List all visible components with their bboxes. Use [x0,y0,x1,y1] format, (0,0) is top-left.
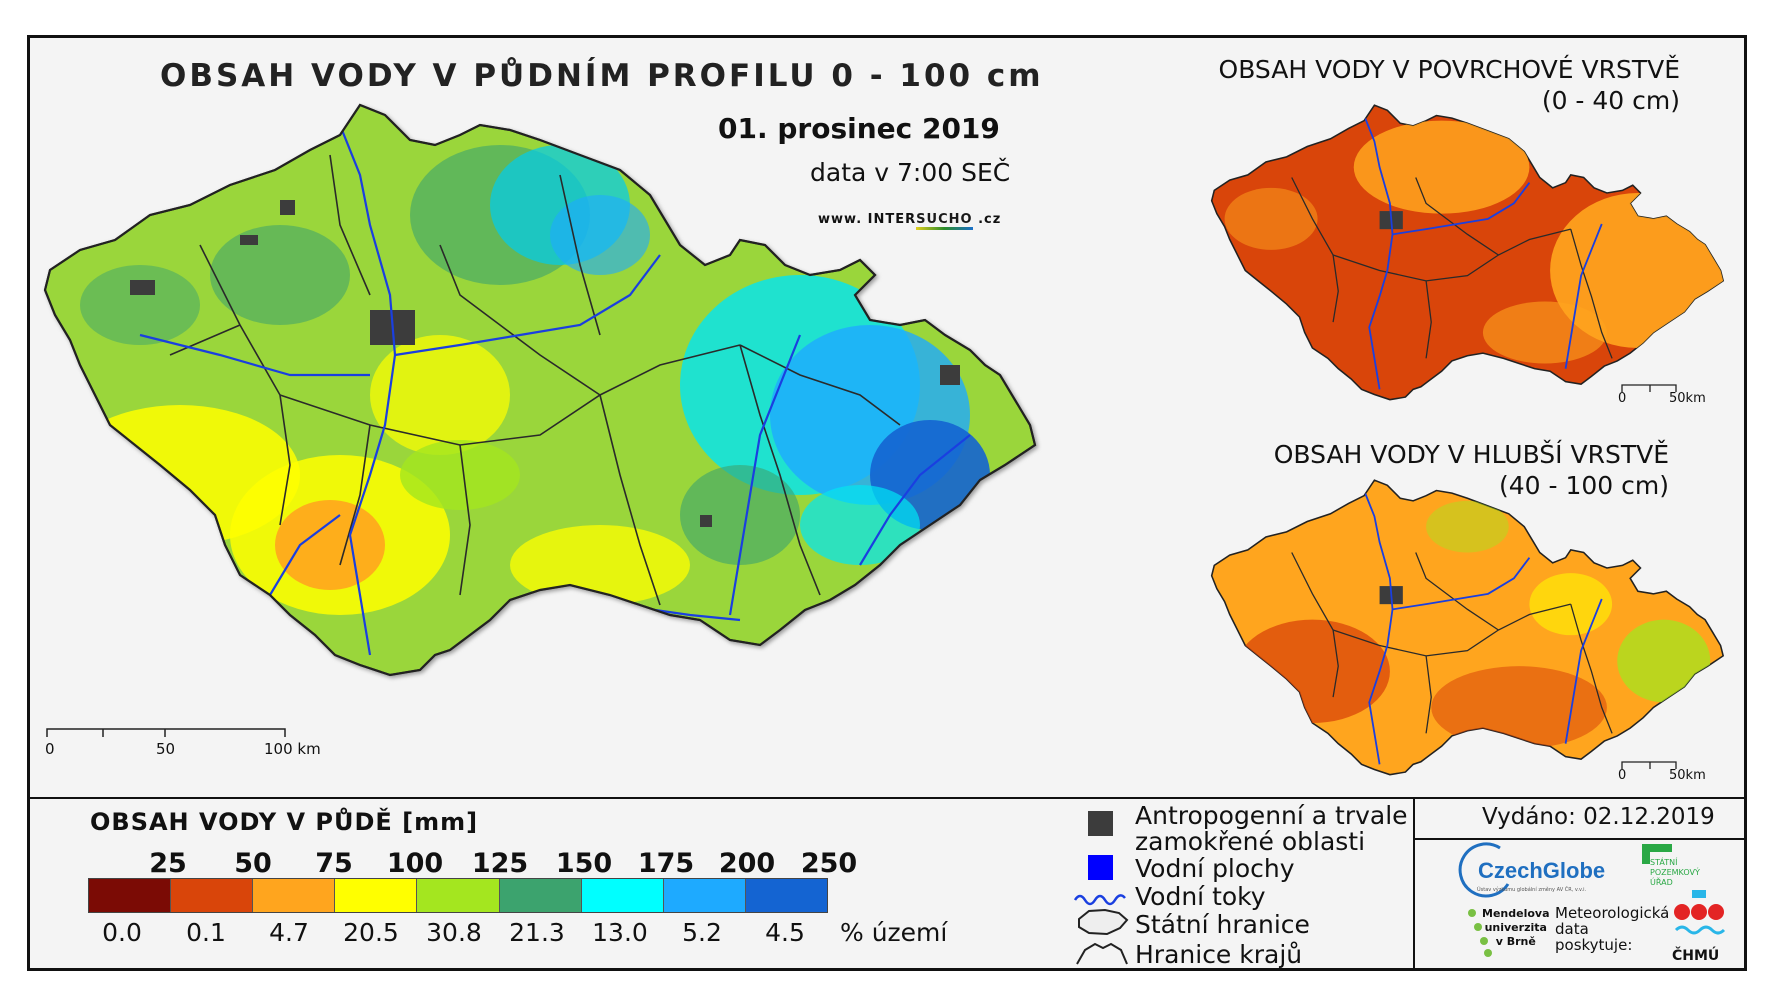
main-map [43,103,1037,677]
deep-scale-bar [1621,761,1677,769]
percent-label: 20.5 [343,918,399,947]
key-region-border-label: Hranice krajů [1135,940,1303,969]
key-state-border-label: Státní hranice [1135,910,1310,939]
deep-scale-zero: 0 [1618,768,1627,783]
threshold-label: 25 [149,848,187,879]
colorbar-segment [89,879,171,912]
threshold-label: 75 [315,848,353,879]
key-water-bodies-label: Vodní plochy [1135,854,1295,883]
surface-scale-end: 50km [1669,391,1706,406]
threshold-label: 200 [718,848,776,879]
colorbar-segment [170,879,253,912]
colorbar-segment [416,879,499,912]
intersucho-website[interactable]: www. INTERSUCHO .cz [818,212,1001,230]
percent-label: 13.0 [592,918,648,947]
mendelu-logo-text: Mendelova univerzita v Brně [1482,907,1550,948]
threshold-label: 175 [637,848,695,879]
main-scale-zero: 0 [45,740,55,758]
legend-divider [27,797,1747,799]
chmu-logo-icon [1674,890,1726,935]
percent-label: 5.2 [682,918,722,947]
state-border-icon [1078,908,1129,936]
issued-date: Vydáno: 02.12.2019 [1482,804,1715,830]
surface-map-range: (0 - 40 cm) [1541,86,1680,115]
surface-map-title: OBSAH VODY V POVRCHOVÉ VRSTVĚ [1218,55,1680,84]
czechglobe-logo-icon [1458,842,1510,898]
deep-scale-end: 50km [1669,768,1706,783]
region-border-icon [1076,942,1128,965]
chmu-logo-text: ČHMÚ [1672,948,1720,964]
anthropogenic-swatch [1088,811,1113,836]
surface-scale-bar [1621,384,1677,392]
colorbar-segment [498,879,581,912]
key-anthropogenic-label-2: zamokřené oblasti [1135,827,1366,856]
colorbar-segment [580,879,663,912]
percent-label: 0.0 [102,918,142,947]
main-map-title: OBSAH VODY V PŮDNÍM PROFILU 0 - 100 cm [160,58,1044,94]
water-bodies-swatch [1088,855,1113,880]
threshold-label: 125 [471,848,529,879]
colorbar-segment [334,879,417,912]
main-scale-mid: 50 [156,740,176,758]
key-rivers-label: Vodní toky [1135,882,1266,911]
key-anthropogenic-label: Antropogenní a trvale [1135,801,1408,830]
deep-map [1210,479,1724,776]
met-data-provider-text: Meteorologická data poskytuje: [1555,904,1670,954]
percent-label: 4.5 [765,918,805,947]
footer-separator-horizontal [1413,838,1747,840]
colorbar-segment [662,879,745,912]
spu-logo-icon [1642,844,1672,864]
percent-label: 30.8 [426,918,482,947]
surface-map [1210,104,1724,401]
colorbar-segment [744,879,827,912]
percent-label: 4.7 [269,918,309,947]
main-scale-end: 100 km [264,740,321,758]
legend-colorbar [88,878,828,913]
czechglobe-logo-text: CzechGlobe [1478,858,1606,883]
threshold-label: 150 [555,848,613,879]
czechglobe-logo-subtext: Ústav výzkumu globální změny AV ČR, v.v.… [1477,887,1587,893]
threshold-label: 250 [800,848,858,879]
percent-label: 0.1 [186,918,226,947]
main-scale-bar [46,728,286,737]
legend-title: OBSAH VODY V PŮDĚ [mm] [90,808,479,836]
spu-logo-text: STÁTNÍ POZEMKOVÝ ÚŘAD [1650,858,1700,887]
mendelu-dots-icon [1468,909,1492,957]
threshold-label: 50 [234,848,272,879]
deep-map-range: (40 - 100 cm) [1499,471,1669,500]
percent-label: 21.3 [509,918,565,947]
main-map-time-note: data v 7:00 SEČ [810,158,1011,187]
footer-separator-vertical [1413,797,1415,971]
deep-map-title: OBSAH VODY V HLUBŠÍ VRSTVĚ [1273,440,1669,469]
percent-unit: % území [840,918,948,947]
surface-scale-zero: 0 [1618,391,1627,406]
river-line-icon [1073,894,1126,906]
threshold-label: 100 [386,848,444,879]
colorbar-segment [252,879,335,912]
main-map-date: 01. prosinec 2019 [718,112,1000,145]
